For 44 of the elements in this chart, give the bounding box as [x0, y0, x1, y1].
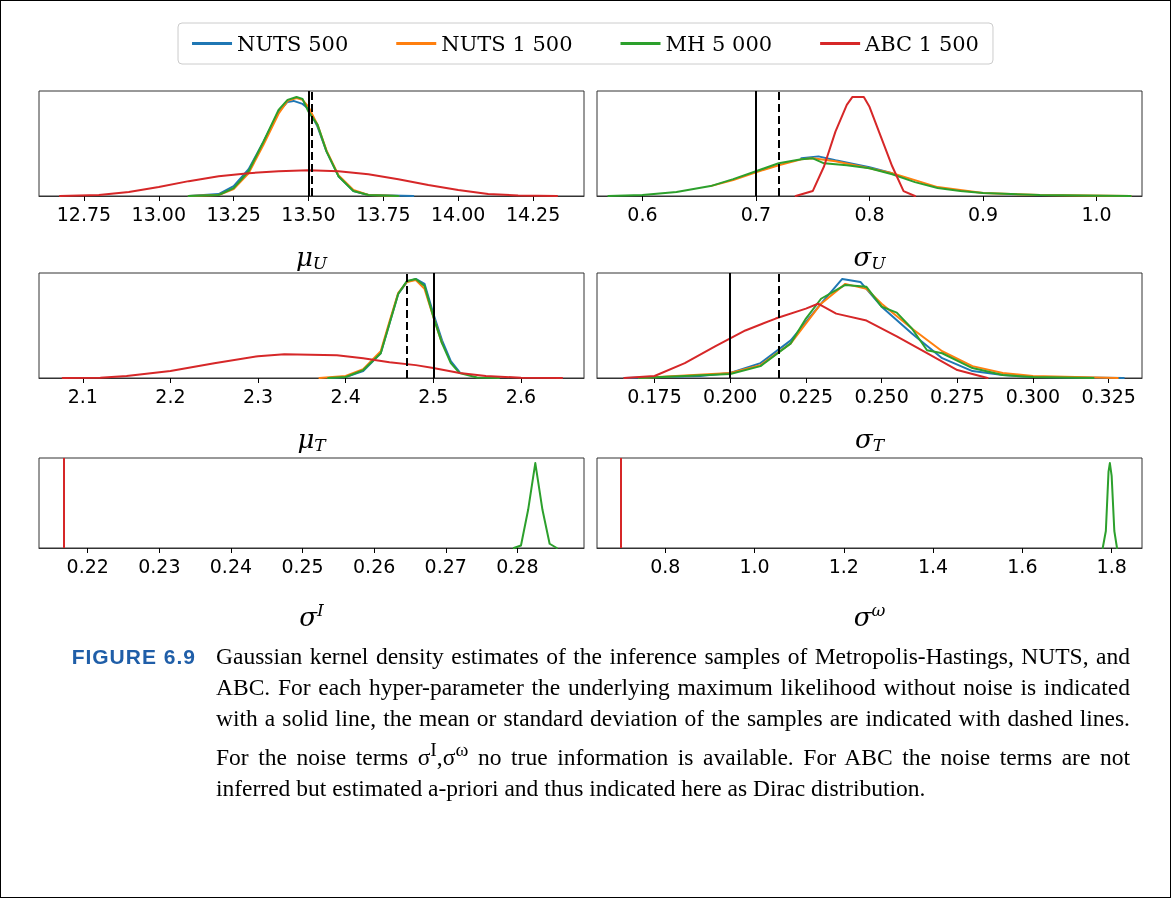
x-tick-label: 1.6 [1007, 554, 1038, 577]
x-tick-label: 0.7 [740, 202, 772, 225]
x-tick-label: 0.8 [650, 554, 681, 577]
legend-label: ABC 1 500 [864, 31, 979, 56]
text: Gaussian kernel density estimates of the inference samples of Metropolis-Hastings, NUTS, and ABC. For each hyper-parameter the underlying maximum likelihood without noise is indicated with a solid line, the mean or standard deviation of the samples are indicated with dashed lines. For the noise terms σ$^{I}$,σ$^{ω}$ no true information is available. For ABC the noise terms are not inferred but estimated a-priori and thus indicated here as Dirac distribution. [216, 643, 1130, 801]
x-tick-label: 2.3 [242, 384, 274, 407]
x-tick-label: 0.22 [66, 554, 109, 577]
x-tick-label: 13.50 [281, 202, 336, 225]
x-tick-label: 0.26 [353, 554, 396, 577]
x-tick-label: 1.0 [1081, 202, 1112, 225]
x-tick-label: 14.00 [431, 202, 486, 225]
legend-label: NUTS 1 500 [441, 31, 573, 56]
x-tick-label: 0.8 [854, 202, 885, 225]
x-tick-label: 0.325 [1081, 384, 1136, 407]
x-tick-label: 0.23 [138, 554, 181, 577]
x-tick-label: 0.225 [778, 384, 834, 407]
x-tick-label: 1.0 [739, 554, 770, 577]
x-tick-label: 2.1 [67, 384, 98, 407]
caption: FIGURE 6.9 [70, 644, 197, 670]
x-tick-label: 0.27 [424, 554, 467, 577]
x-tick-label: 13.00 [131, 202, 186, 225]
x-tick-label: 0.9 [967, 202, 999, 225]
x-tick-label: 13.25 [206, 202, 261, 225]
x-tick-label: 0.175 [627, 384, 682, 407]
x-tick-label: 0.6 [627, 202, 658, 225]
x-tick-label: 1.8 [1096, 554, 1127, 577]
legend-label: MH 5 000 [665, 31, 773, 56]
x-tick-label: 13.75 [356, 202, 411, 225]
x-tick-label: 1.4 [918, 554, 949, 577]
legend-label: NUTS 500 [237, 31, 349, 56]
x-tick-label: 0.250 [854, 384, 909, 407]
x-tick-label: 14.25 [505, 202, 561, 225]
x-tick-label: 0.25 [281, 554, 324, 577]
x-tick-label: 0.24 [209, 554, 253, 577]
x-tick-label: 2.2 [155, 384, 186, 407]
x-tick-label: 0.28 [496, 554, 539, 577]
x-tick-label: 0.275 [930, 384, 985, 407]
x-tick-label: 0.200 [703, 384, 758, 407]
x-tick-label: 2.6 [505, 384, 537, 407]
x-tick-label: 0.300 [1005, 384, 1061, 407]
x-tick-label: 2.4 [330, 384, 361, 407]
x-tick-label: 1.2 [828, 554, 859, 577]
x-tick-label: 12.75 [56, 202, 112, 225]
x-tick-label: 2.5 [418, 384, 449, 407]
